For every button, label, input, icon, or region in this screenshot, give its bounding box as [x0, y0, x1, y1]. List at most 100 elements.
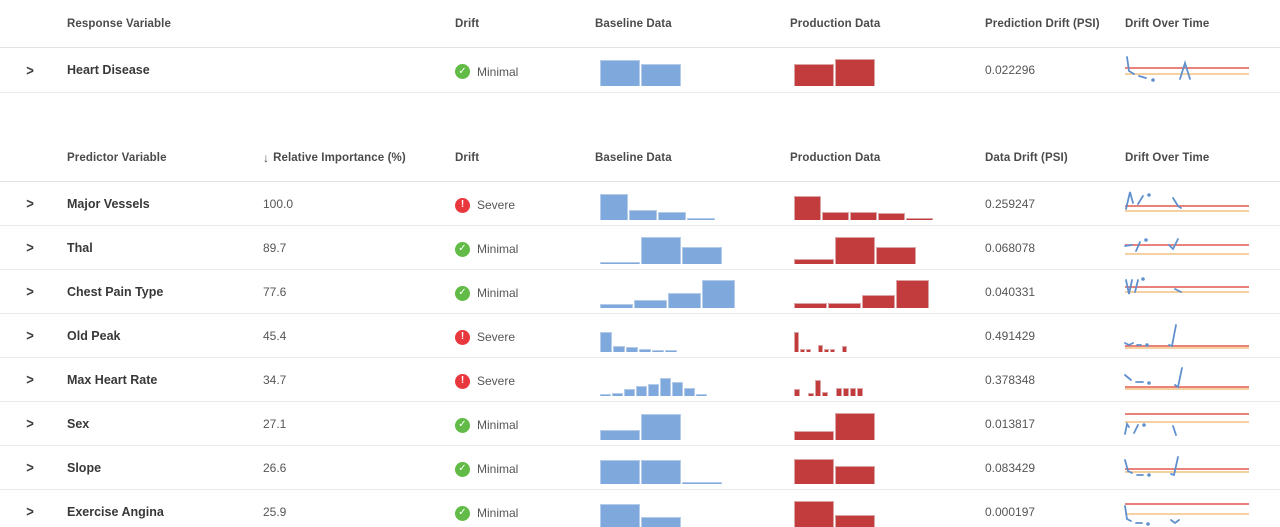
histogram-bar	[822, 211, 849, 220]
histogram-bar	[822, 392, 828, 396]
histogram-bar	[600, 503, 640, 527]
table-gap	[0, 93, 1280, 134]
production-histogram	[783, 496, 978, 527]
drift-psi-value: 0.491429	[985, 328, 1036, 343]
histogram-bar	[836, 388, 842, 396]
drift-status-label: Minimal	[477, 242, 519, 257]
sparkline-chart	[1125, 56, 1249, 82]
table-row[interactable]: > Thal 89.7 ✓ Minimal 0.068078	[0, 226, 1280, 270]
histogram-bar	[612, 392, 623, 396]
histogram-bar	[824, 349, 829, 352]
expand-chevron-icon[interactable]: >	[26, 370, 34, 389]
histogram-bar	[808, 393, 814, 396]
table-row[interactable]: > Slope 26.6 ✓ Minimal 0.083429	[0, 446, 1280, 490]
histogram-bar	[652, 349, 664, 352]
histogram-bar	[862, 294, 895, 308]
expand-chevron-icon[interactable]: >	[26, 414, 34, 433]
histogram-bar	[600, 430, 640, 440]
histogram-bar	[668, 292, 701, 308]
table-row[interactable]: > Exercise Angina 25.9 ✓ Minimal 0.00019…	[0, 490, 1280, 527]
histogram-bar	[600, 60, 640, 86]
drift-psi-value: 0.068078	[985, 240, 1036, 255]
response-table-header: Response Variable Drift Baseline Data Pr…	[0, 0, 1280, 48]
variable-name: Max Heart Rate	[67, 372, 158, 387]
col-header-drift-over-time: Drift Over Time	[1125, 17, 1210, 30]
histogram-bar	[876, 247, 916, 264]
histogram-bar	[613, 345, 625, 352]
drift-status-icon: !	[455, 373, 470, 389]
response-table-body: > Heart Disease ✓ Minimal 0.022296	[0, 48, 1280, 93]
sparkline-chart	[1125, 276, 1249, 294]
histogram-bar	[896, 279, 929, 308]
histogram-bar	[660, 377, 671, 396]
expand-chevron-icon[interactable]: >	[26, 326, 34, 345]
drift-status-icon: ✓	[455, 505, 470, 521]
drift-over-time-sparkline	[1118, 365, 1280, 395]
drift-over-time-sparkline	[1118, 409, 1280, 439]
histogram-bar	[641, 236, 681, 264]
variable-name: Chest Pain Type	[67, 284, 164, 299]
histogram-bar	[624, 388, 635, 396]
sparkline-chart	[1124, 237, 1249, 255]
expand-chevron-icon[interactable]: >	[26, 194, 34, 213]
response-variable-table: Response Variable Drift Baseline Data Pr…	[0, 0, 1280, 93]
histogram-bar	[794, 331, 799, 352]
histogram-bar	[835, 465, 875, 484]
expand-chevron-icon[interactable]: >	[26, 61, 34, 79]
histogram-bar	[696, 393, 707, 396]
production-histogram	[783, 276, 978, 308]
relative-importance-value: 45.4	[263, 328, 287, 343]
relative-importance-value: 100.0	[263, 196, 294, 211]
drift-over-time-sparkline	[1118, 453, 1280, 483]
baseline-histogram	[583, 232, 783, 264]
relative-importance-label: Relative Importance (%)	[273, 151, 406, 164]
histogram-bar	[842, 345, 847, 352]
drift-psi-value: 0.022296	[985, 63, 1036, 77]
histogram-bar	[828, 302, 861, 308]
relative-importance-value: 27.1	[263, 416, 287, 431]
variable-name: Major Vessels	[67, 196, 150, 211]
sparkline-chart	[1124, 412, 1249, 436]
expand-chevron-icon[interactable]: >	[26, 238, 34, 257]
histogram-bar	[641, 459, 681, 484]
baseline-histogram	[583, 188, 783, 220]
col-header-response-variable: Response Variable	[67, 17, 171, 30]
histogram-bar	[794, 431, 834, 440]
drift-status-icon: !	[455, 197, 470, 213]
histogram-bar	[600, 459, 640, 484]
drift-status-icon: ✓	[455, 241, 470, 257]
sparkline-chart	[1124, 455, 1249, 477]
histogram-bar	[794, 195, 821, 220]
histogram-bar	[600, 331, 612, 352]
histogram-bar	[641, 517, 681, 527]
col-header-baseline-data: Baseline Data	[595, 151, 672, 164]
col-header-drift-over-time: Drift Over Time	[1125, 151, 1210, 164]
table-row[interactable]: > Heart Disease ✓ Minimal 0.022296	[0, 48, 1280, 93]
histogram-bar	[634, 299, 667, 308]
histogram-bar	[843, 388, 849, 396]
table-row[interactable]: > Chest Pain Type 77.6 ✓ Minimal 0.04033…	[0, 270, 1280, 314]
drift-status-label: Minimal	[477, 462, 519, 477]
histogram-bar	[658, 212, 686, 220]
col-header-relative-importance[interactable]: ↓ Relative Importance (%)	[256, 151, 448, 165]
expand-chevron-icon[interactable]: >	[26, 282, 34, 301]
table-row[interactable]: > Max Heart Rate 34.7 ! Severe 0.378348	[0, 358, 1280, 402]
histogram-bar	[672, 382, 683, 396]
histogram-bar	[794, 389, 800, 396]
relative-importance-value: 89.7	[263, 240, 287, 255]
drift-psi-value: 0.000197	[985, 504, 1036, 519]
col-header-production-data: Production Data	[790, 17, 881, 30]
histogram-bar	[815, 379, 821, 396]
expand-chevron-icon[interactable]: >	[26, 458, 34, 477]
drift-status-icon: ✓	[455, 64, 470, 80]
table-row[interactable]: > Old Peak 45.4 ! Severe 0.491429	[0, 314, 1280, 358]
histogram-bar	[835, 412, 875, 440]
drift-status-label: Severe	[477, 198, 516, 213]
drift-status-cell: ✓ Minimal	[448, 282, 583, 301]
drift-status-cell: ✓ Minimal	[448, 414, 583, 433]
expand-chevron-icon[interactable]: >	[26, 502, 34, 521]
histogram-bar	[850, 211, 877, 220]
table-row[interactable]: > Major Vessels 100.0 ! Severe 0.259247	[0, 182, 1280, 226]
production-histogram	[783, 188, 978, 220]
table-row[interactable]: > Sex 27.1 ✓ Minimal 0.013817	[0, 402, 1280, 446]
